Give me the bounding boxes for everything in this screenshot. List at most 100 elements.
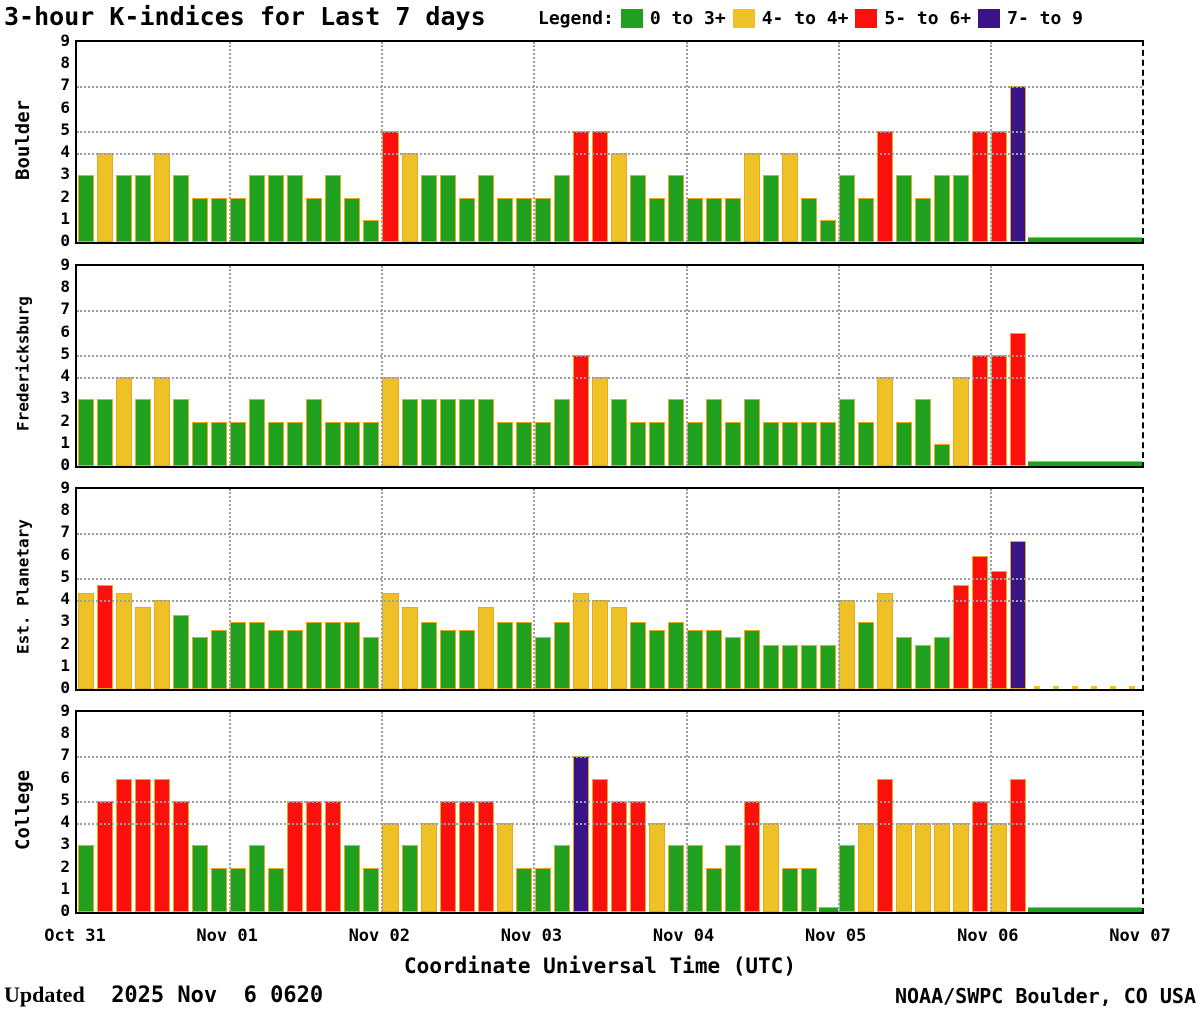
bar	[268, 630, 285, 689]
y-tick-label: 6	[60, 321, 70, 341]
bar	[991, 571, 1008, 689]
bar	[724, 198, 741, 242]
bar	[135, 779, 152, 912]
bar	[857, 622, 874, 689]
bar	[914, 399, 931, 466]
bar	[287, 175, 304, 242]
bar	[401, 845, 418, 912]
bar	[648, 198, 665, 242]
vgridline-day-6	[989, 266, 992, 466]
bar	[325, 175, 342, 242]
bar	[743, 801, 760, 912]
bar	[800, 198, 817, 242]
y-tick-label: 2	[60, 633, 70, 653]
bar	[420, 399, 437, 466]
hgridline-5	[77, 354, 1142, 357]
bar	[135, 399, 152, 466]
bar	[572, 593, 589, 689]
station-label-boulder: Boulder	[12, 99, 34, 181]
zero-bar	[1053, 686, 1060, 689]
station-label-est-planetary: Est. Planetary	[13, 519, 33, 655]
y-tick-label: 3	[60, 388, 70, 408]
bar	[781, 868, 798, 912]
bar	[211, 630, 228, 689]
bar	[344, 198, 361, 242]
bar	[344, 422, 361, 466]
bar	[211, 868, 228, 912]
bar	[819, 422, 836, 466]
legend-swatch-green	[620, 9, 643, 28]
y-tick-label: 2	[60, 186, 70, 206]
bar	[895, 422, 912, 466]
bar	[230, 622, 247, 689]
x-tick-label: Nov 05	[804, 926, 867, 946]
y-tick-label: 5	[60, 566, 70, 586]
hgridline-5	[77, 130, 1142, 133]
bar	[972, 556, 989, 689]
bar	[401, 607, 418, 689]
bar	[1010, 779, 1027, 912]
hgridline-4	[77, 823, 1142, 826]
bar	[667, 622, 684, 689]
x-tick-label: Nov 04	[652, 926, 715, 946]
bar	[629, 422, 646, 466]
y-tick-label: 4	[60, 589, 70, 609]
vgridline-day-2	[381, 489, 384, 689]
bar	[135, 175, 152, 242]
y-tick-label: 9	[60, 31, 70, 50]
bar	[953, 585, 970, 689]
legend-swatch-yellow	[732, 9, 755, 28]
bar	[382, 377, 399, 466]
bar	[686, 422, 703, 466]
bar	[401, 399, 418, 466]
vgridline-day-3	[533, 489, 536, 689]
vgridline-day-2	[381, 712, 384, 912]
legend-label-purple: 7- to 9	[1007, 8, 1083, 29]
bar	[306, 622, 323, 689]
zero-bar	[1091, 686, 1098, 689]
bar	[344, 845, 361, 912]
bar	[629, 175, 646, 242]
bar	[116, 593, 133, 689]
panel-college	[75, 710, 1144, 914]
bar	[705, 399, 722, 466]
bar	[477, 607, 494, 689]
bar	[591, 600, 608, 689]
bar	[249, 399, 266, 466]
x-tick-label: Nov 07	[1109, 926, 1171, 946]
bar	[363, 422, 380, 466]
y-tick-label: 9	[60, 255, 70, 274]
y-tick-label: 7	[60, 745, 70, 765]
bar	[914, 645, 931, 689]
y-tick-label: 3	[60, 611, 70, 631]
zero-bar	[1027, 461, 1048, 466]
bar	[972, 801, 989, 912]
bar	[914, 198, 931, 242]
bar	[382, 823, 399, 912]
x-tick-label: Oct 31	[44, 926, 106, 946]
station-label-fredericksburg: Fredericksburg	[13, 296, 33, 432]
bar	[1010, 86, 1027, 242]
vgridline-day-1	[229, 489, 232, 689]
bar	[344, 622, 361, 689]
bar	[173, 175, 190, 242]
bar	[705, 868, 722, 912]
bar	[743, 399, 760, 466]
bar	[553, 399, 570, 466]
bar	[154, 779, 171, 912]
y-tick-label: 2	[60, 410, 70, 430]
bar	[972, 131, 989, 242]
bar	[154, 600, 171, 689]
zero-bar	[1122, 237, 1143, 242]
x-axis-title: Coordinate Universal Time (UTC)	[404, 954, 796, 978]
bar	[572, 355, 589, 466]
bar	[857, 422, 874, 466]
bar	[78, 175, 95, 242]
source-text: NOAA/SWPC Boulder, CO USA	[894, 984, 1196, 1008]
bar	[762, 422, 779, 466]
zero-bar	[1122, 461, 1143, 466]
legend-swatch-purple	[978, 9, 1001, 28]
y-tick-label: 1	[60, 878, 70, 898]
bar	[553, 622, 570, 689]
bar	[382, 593, 399, 689]
